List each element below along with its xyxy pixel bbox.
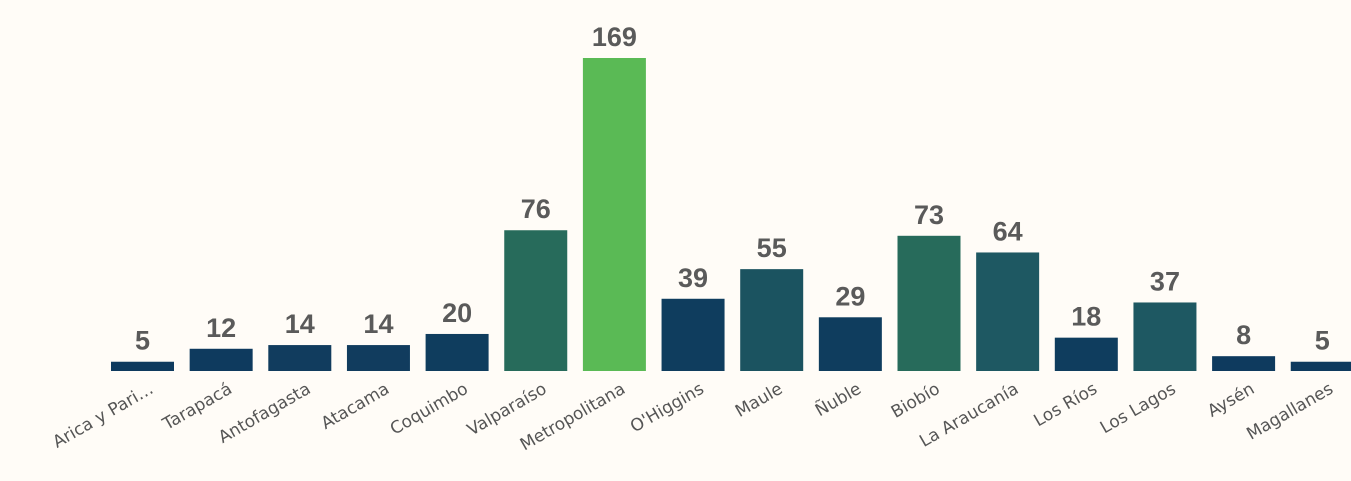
data-label: 14 <box>363 309 393 339</box>
x-tick-label: Aysén <box>1204 379 1258 422</box>
data-label: 14 <box>285 309 315 339</box>
x-tick-label: Biobío <box>888 379 944 423</box>
data-label: 37 <box>1150 266 1180 296</box>
x-tick-label: Maule <box>732 379 786 422</box>
data-label: 20 <box>442 298 472 328</box>
data-label: 5 <box>1315 326 1330 356</box>
data-label: 73 <box>914 200 944 230</box>
bar <box>661 298 725 371</box>
data-label: 12 <box>206 313 236 343</box>
x-tick-label: Los Ríos <box>1030 379 1100 431</box>
bar <box>268 345 332 371</box>
data-label: 29 <box>835 281 865 311</box>
bar <box>1133 302 1197 371</box>
data-label: 76 <box>521 194 551 224</box>
bar <box>1290 361 1351 371</box>
x-tick-label: O'Higgins <box>627 379 708 437</box>
data-label: 55 <box>757 233 787 263</box>
x-tick-label: Ñuble <box>811 377 865 421</box>
bar <box>189 348 253 371</box>
bar <box>1212 356 1276 371</box>
bar <box>897 235 961 371</box>
bar <box>740 269 804 371</box>
data-label: 8 <box>1236 320 1251 350</box>
data-label: 39 <box>678 263 708 293</box>
x-tick-label: Magallanes <box>1243 379 1336 445</box>
x-tick-label: Atacama <box>318 379 393 434</box>
bar <box>111 361 174 371</box>
data-label: 18 <box>1071 302 1101 332</box>
data-label: 169 <box>592 22 637 52</box>
bar <box>425 333 489 371</box>
bar <box>1054 337 1118 371</box>
data-label: 64 <box>993 216 1023 246</box>
x-tick-label: Coquimbo <box>387 379 472 439</box>
bar <box>976 252 1040 371</box>
x-tick-label: Arica y Pari… <box>49 379 157 453</box>
bar <box>582 58 646 371</box>
x-tick-label: Los Lagos <box>1097 379 1180 438</box>
bar <box>818 317 882 371</box>
bar <box>346 345 410 371</box>
data-label: 5 <box>135 326 150 356</box>
bar <box>504 230 568 371</box>
